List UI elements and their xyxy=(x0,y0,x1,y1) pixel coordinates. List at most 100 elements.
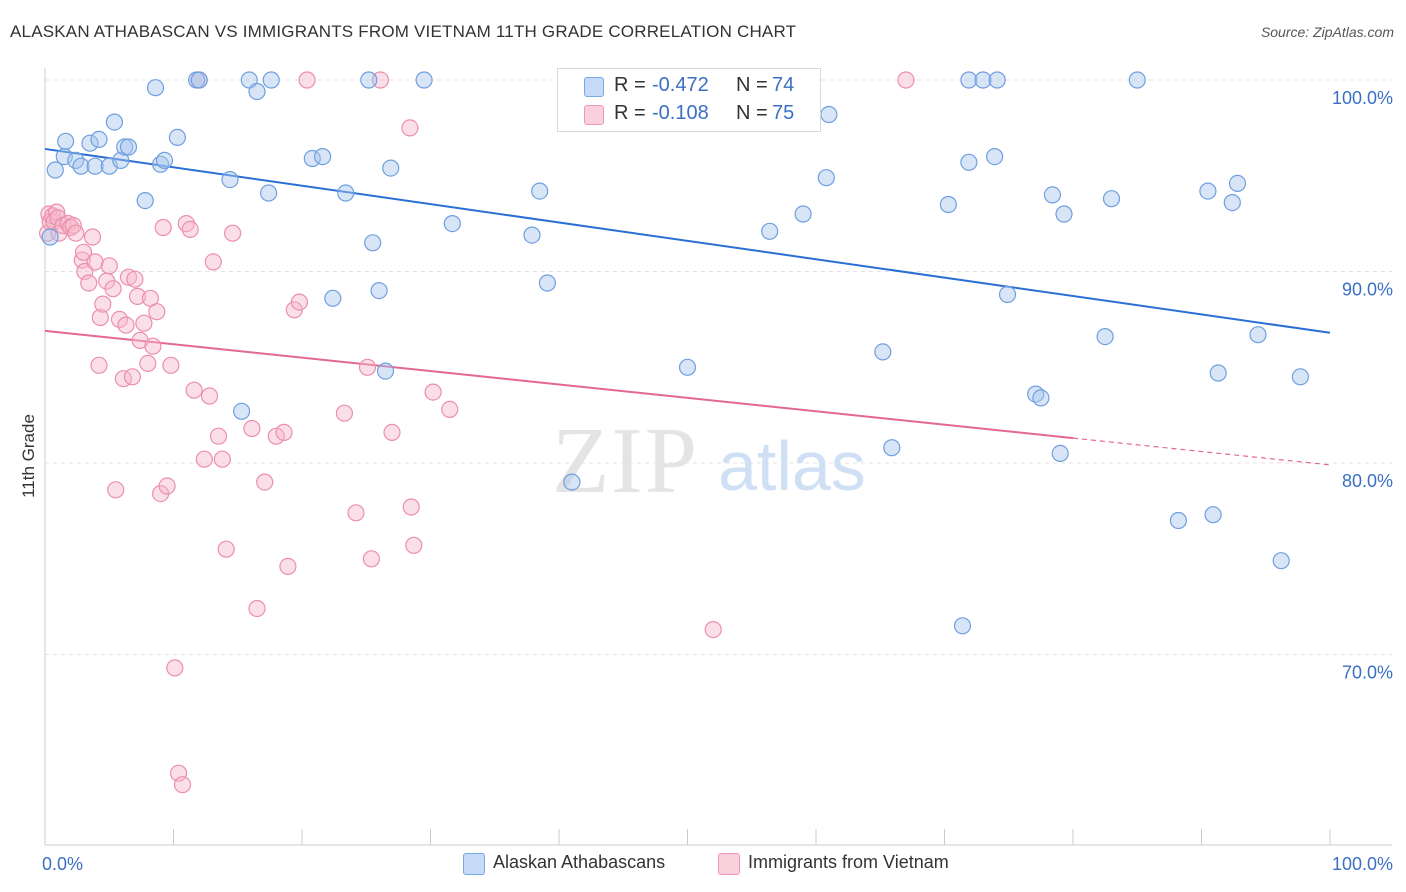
point-alaskan-athabascan[interactable] xyxy=(260,184,278,202)
point-alaskan-athabascan[interactable] xyxy=(56,132,75,150)
point-alaskan-athabascan[interactable] xyxy=(531,182,549,200)
point-immigrants-vietnam[interactable] xyxy=(335,404,353,422)
point-alaskan-athabascan[interactable] xyxy=(112,151,130,169)
point-alaskan-athabascan[interactable] xyxy=(248,82,266,101)
point-immigrants-vietnam[interactable] xyxy=(139,354,157,372)
point-immigrants-vietnam[interactable] xyxy=(154,218,172,237)
point-immigrants-vietnam[interactable] xyxy=(117,316,135,334)
point-immigrants-vietnam[interactable] xyxy=(424,383,442,401)
point-immigrants-vietnam[interactable] xyxy=(166,659,184,677)
point-alaskan-athabascan[interactable] xyxy=(116,138,134,156)
point-alaskan-athabascan[interactable] xyxy=(136,192,154,210)
point-alaskan-athabascan[interactable] xyxy=(1249,326,1267,344)
point-immigrants-vietnam[interactable] xyxy=(94,295,112,313)
point-immigrants-vietnam[interactable] xyxy=(74,243,93,261)
point-immigrants-vietnam[interactable] xyxy=(347,504,365,522)
point-alaskan-athabascan[interactable] xyxy=(1272,552,1290,570)
point-alaskan-athabascan[interactable] xyxy=(1128,71,1146,89)
point-immigrants-vietnam[interactable] xyxy=(256,473,274,491)
point-immigrants-vietnam[interactable] xyxy=(704,620,722,639)
point-alaskan-athabascan[interactable] xyxy=(119,138,138,156)
point-immigrants-vietnam[interactable] xyxy=(90,356,108,374)
point-immigrants-vietnam[interactable] xyxy=(358,358,377,376)
point-alaskan-athabascan[interactable] xyxy=(1223,194,1241,212)
point-alaskan-athabascan[interactable] xyxy=(939,195,958,214)
point-alaskan-athabascan[interactable] xyxy=(370,282,388,300)
point-immigrants-vietnam[interactable] xyxy=(401,119,419,137)
point-alaskan-athabascan[interactable] xyxy=(985,148,1004,166)
point-alaskan-athabascan[interactable] xyxy=(960,153,978,171)
point-alaskan-athabascan[interactable] xyxy=(90,130,108,148)
point-alaskan-athabascan[interactable] xyxy=(953,617,972,635)
point-alaskan-athabascan[interactable] xyxy=(817,169,835,187)
point-alaskan-athabascan[interactable] xyxy=(761,222,779,240)
point-immigrants-vietnam[interactable] xyxy=(91,308,109,327)
point-alaskan-athabascan[interactable] xyxy=(820,105,838,124)
point-immigrants-vietnam[interactable] xyxy=(123,368,141,386)
point-immigrants-vietnam[interactable] xyxy=(195,450,213,468)
point-alaskan-athabascan[interactable] xyxy=(1209,364,1227,382)
point-alaskan-athabascan[interactable] xyxy=(324,289,342,307)
point-immigrants-vietnam[interactable] xyxy=(362,550,380,568)
point-alaskan-athabascan[interactable] xyxy=(382,159,400,177)
point-immigrants-vietnam[interactable] xyxy=(128,287,147,305)
point-alaskan-athabascan[interactable] xyxy=(221,171,239,189)
point-immigrants-vietnam[interactable] xyxy=(897,71,915,89)
point-alaskan-athabascan[interactable] xyxy=(1051,444,1069,462)
point-alaskan-athabascan[interactable] xyxy=(563,473,581,491)
point-immigrants-vietnam[interactable] xyxy=(279,557,297,576)
point-immigrants-vietnam[interactable] xyxy=(204,253,222,271)
point-immigrants-vietnam[interactable] xyxy=(119,268,138,286)
point-immigrants-vietnam[interactable] xyxy=(290,293,308,311)
point-alaskan-athabascan[interactable] xyxy=(960,71,978,89)
point-alaskan-athabascan[interactable] xyxy=(46,161,64,179)
point-alaskan-athabascan[interactable] xyxy=(376,362,395,380)
point-alaskan-athabascan[interactable] xyxy=(1055,205,1073,223)
point-alaskan-athabascan[interactable] xyxy=(81,134,99,152)
point-immigrants-vietnam[interactable] xyxy=(100,257,118,275)
point-immigrants-vietnam[interactable] xyxy=(275,423,293,441)
point-alaskan-athabascan[interactable] xyxy=(233,402,251,420)
point-alaskan-athabascan[interactable] xyxy=(146,79,165,97)
point-alaskan-athabascan[interactable] xyxy=(1228,174,1247,192)
point-immigrants-vietnam[interactable] xyxy=(213,450,231,468)
point-immigrants-vietnam[interactable] xyxy=(248,599,266,618)
point-immigrants-vietnam[interactable] xyxy=(209,427,228,445)
point-alaskan-athabascan[interactable] xyxy=(190,71,208,89)
point-immigrants-vietnam[interactable] xyxy=(80,274,98,292)
point-alaskan-athabascan[interactable] xyxy=(364,234,382,252)
point-alaskan-athabascan[interactable] xyxy=(1199,182,1217,200)
point-immigrants-vietnam[interactable] xyxy=(224,224,242,242)
point-immigrants-vietnam[interactable] xyxy=(383,423,401,441)
point-alaskan-athabascan[interactable] xyxy=(86,157,104,175)
point-alaskan-athabascan[interactable] xyxy=(1204,506,1222,524)
point-alaskan-athabascan[interactable] xyxy=(303,149,321,168)
point-immigrants-vietnam[interactable] xyxy=(135,314,153,332)
point-immigrants-vietnam[interactable] xyxy=(243,419,261,438)
point-alaskan-athabascan[interactable] xyxy=(314,148,332,166)
point-immigrants-vietnam[interactable] xyxy=(126,270,144,288)
point-alaskan-athabascan[interactable] xyxy=(1096,328,1114,346)
point-alaskan-athabascan[interactable] xyxy=(974,71,992,89)
point-alaskan-athabascan[interactable] xyxy=(443,215,461,233)
point-immigrants-vietnam[interactable] xyxy=(298,71,316,89)
point-immigrants-vietnam[interactable] xyxy=(181,220,199,238)
point-immigrants-vietnam[interactable] xyxy=(158,477,176,495)
point-alaskan-athabascan[interactable] xyxy=(523,226,541,244)
point-alaskan-athabascan[interactable] xyxy=(1043,186,1062,204)
point-immigrants-vietnam[interactable] xyxy=(148,303,166,321)
point-alaskan-athabascan[interactable] xyxy=(538,274,557,292)
source-label[interactable]: Source: ZipAtlas.com xyxy=(1260,24,1394,40)
point-alaskan-athabascan[interactable] xyxy=(678,358,697,376)
point-alaskan-athabascan[interactable] xyxy=(1032,389,1050,407)
point-alaskan-athabascan[interactable] xyxy=(883,439,901,457)
point-alaskan-athabascan[interactable] xyxy=(168,128,186,146)
point-immigrants-vietnam[interactable] xyxy=(405,536,423,554)
point-alaskan-athabascan[interactable] xyxy=(337,184,355,202)
point-immigrants-vietnam[interactable] xyxy=(83,228,102,246)
point-immigrants-vietnam[interactable] xyxy=(162,356,180,374)
point-alaskan-athabascan[interactable] xyxy=(1102,190,1121,208)
point-alaskan-athabascan[interactable] xyxy=(262,71,280,89)
point-alaskan-athabascan[interactable] xyxy=(72,157,90,175)
point-alaskan-athabascan[interactable] xyxy=(41,228,59,246)
